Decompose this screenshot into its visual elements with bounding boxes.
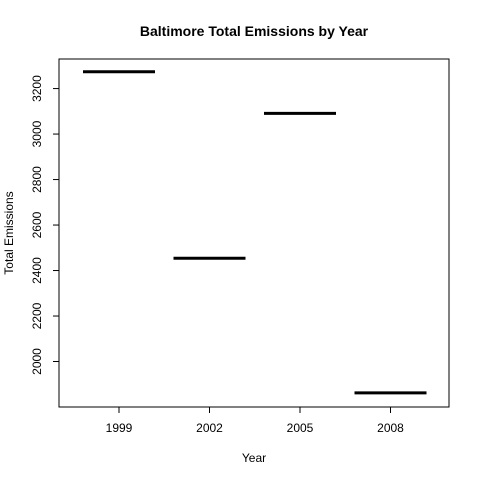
y-tick-label: 2000	[30, 348, 44, 375]
x-axis: 1999 2002 2005 2008	[106, 407, 404, 435]
chart-title: Baltimore Total Emissions by Year	[140, 23, 369, 39]
x-tick-label: 2008	[377, 421, 404, 435]
y-tick-label: 2400	[30, 257, 44, 284]
x-axis-label: Year	[242, 451, 266, 465]
y-axis: 2000 2200 2400 2600 2800 3000 3200	[30, 75, 59, 375]
y-tick-label: 2200	[30, 302, 44, 329]
y-axis-label: Total Emissions	[2, 191, 16, 274]
x-tick-label: 2002	[196, 421, 223, 435]
y-tick-label: 2600	[30, 211, 44, 238]
x-tick-label: 1999	[106, 421, 133, 435]
y-tick-label: 2800	[30, 166, 44, 193]
y-tick-label: 3000	[30, 120, 44, 147]
y-tick-label: 3200	[30, 75, 44, 102]
data-marks	[83, 70, 427, 395]
plot-frame	[58, 58, 450, 408]
x-tick-label: 2005	[287, 421, 314, 435]
